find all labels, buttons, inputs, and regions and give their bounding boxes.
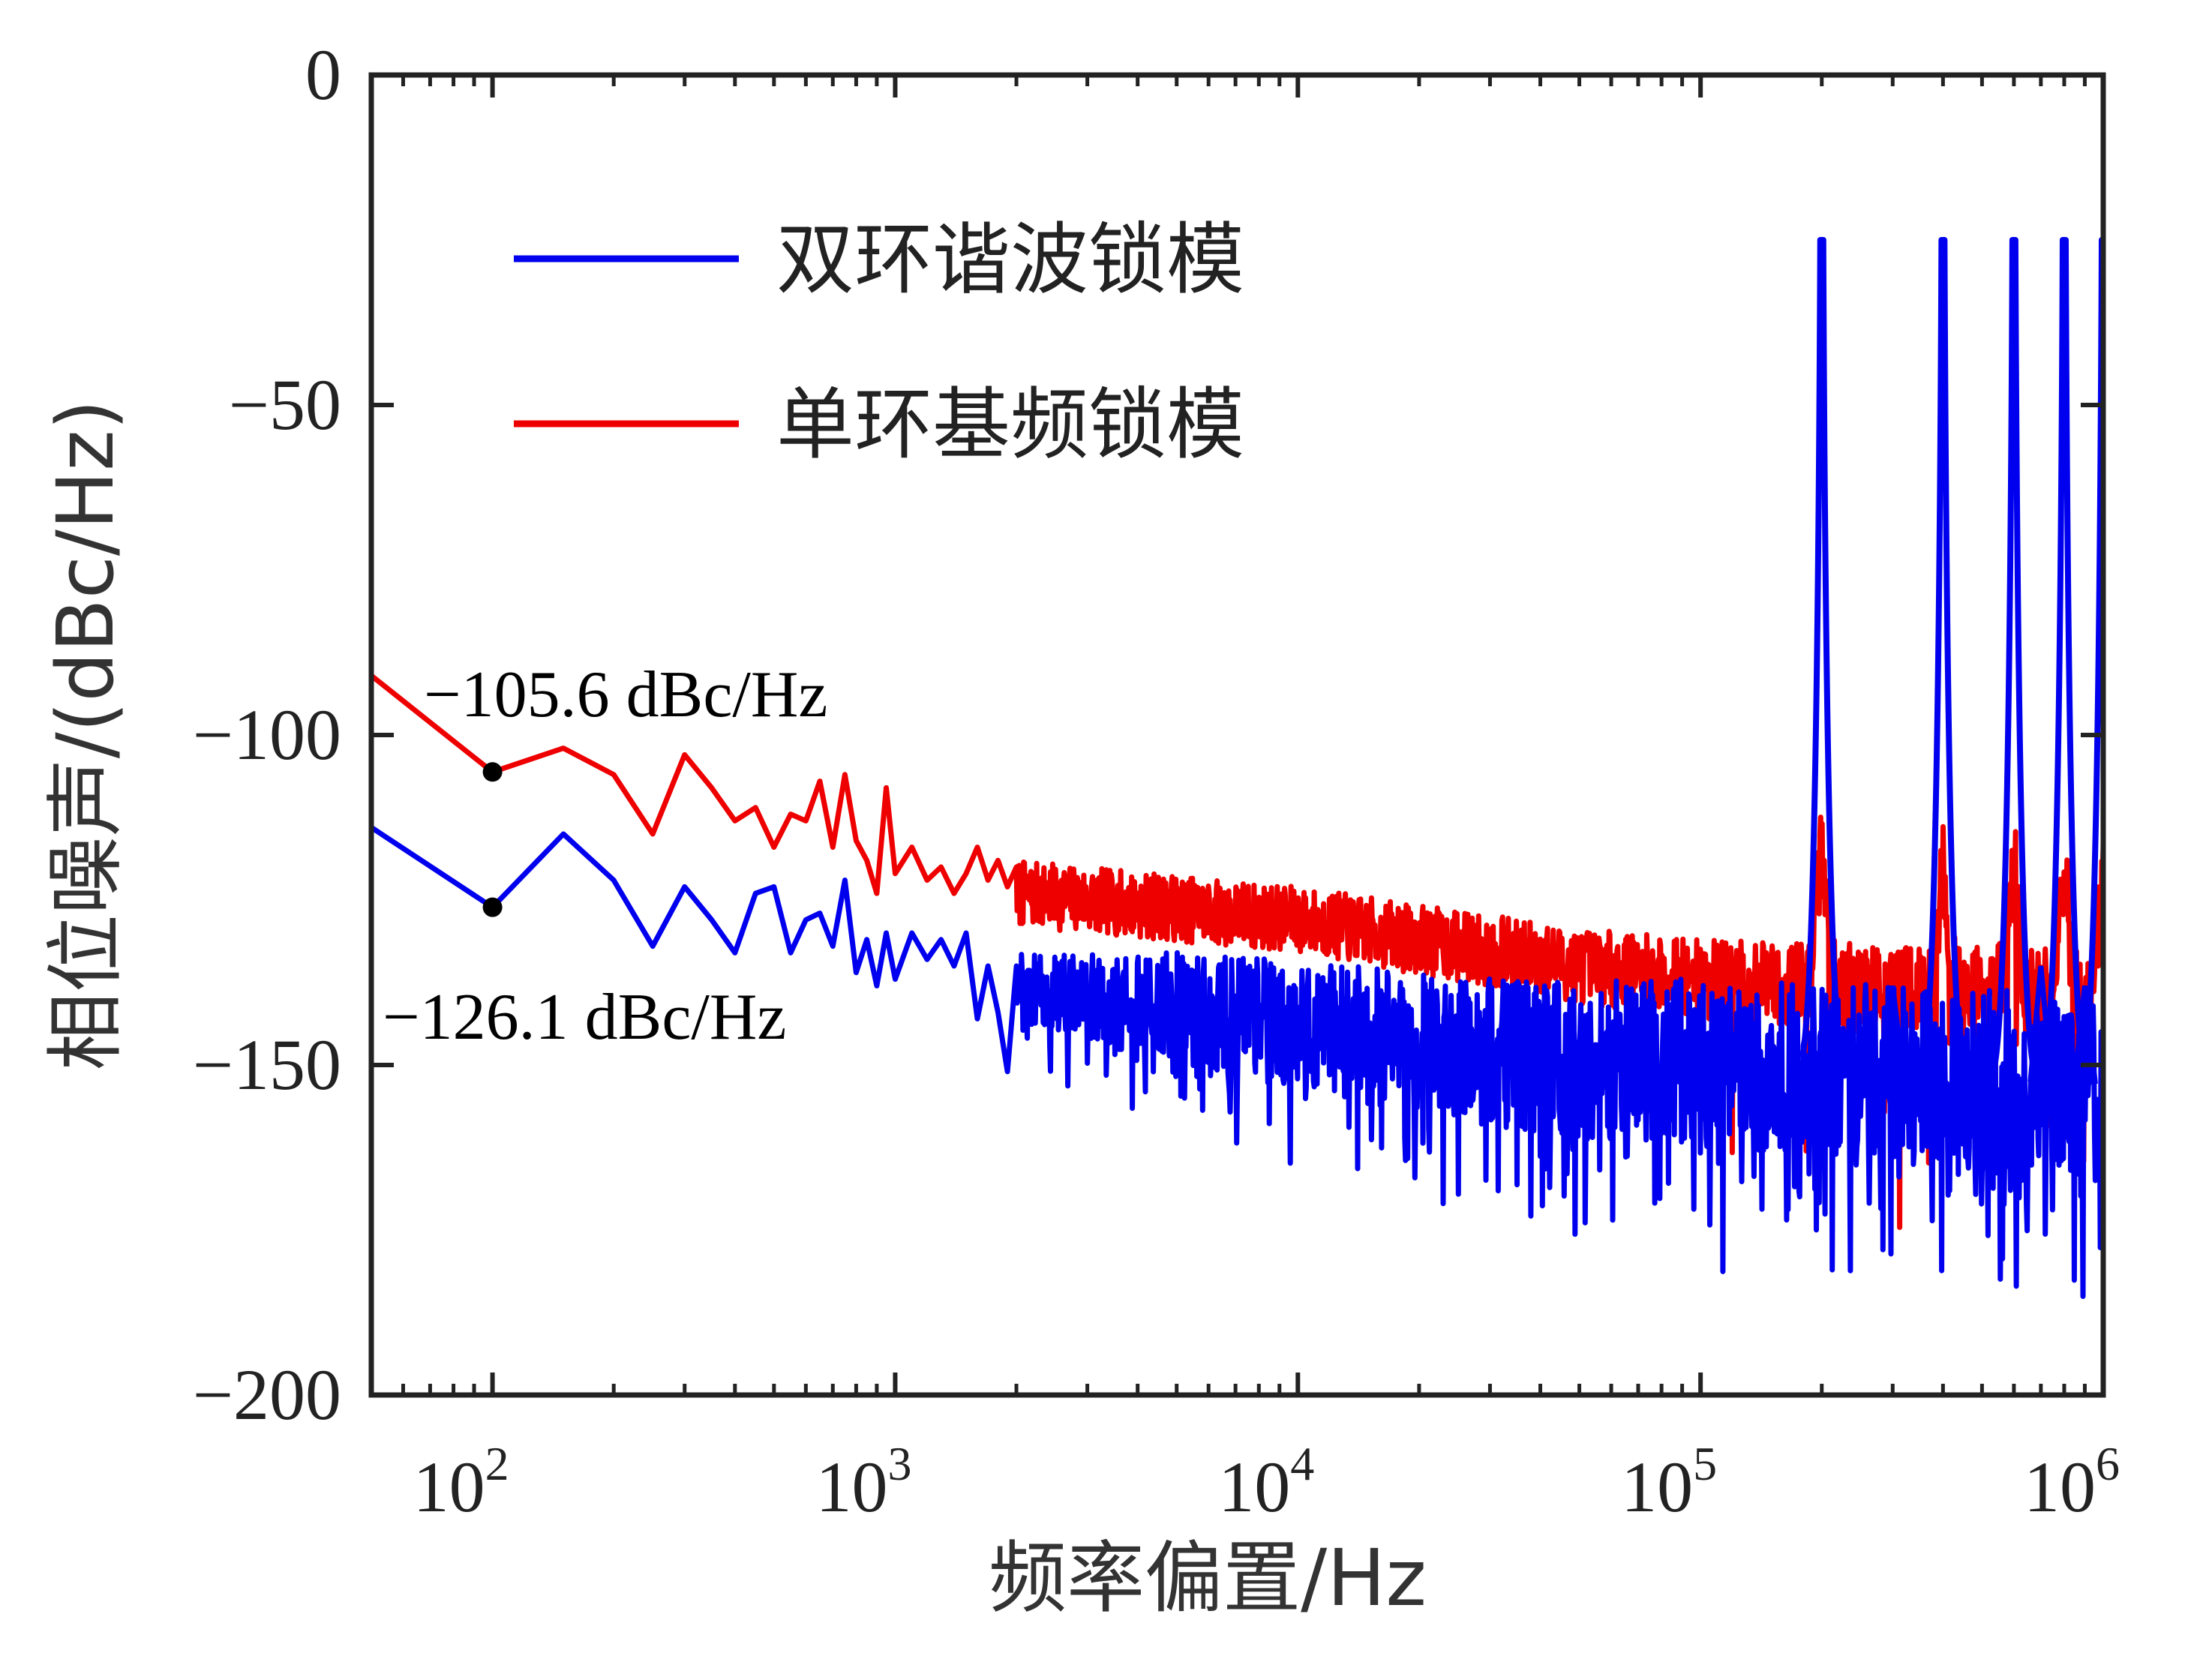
series-spur-double-loop: [2081, 237, 2103, 1072]
annotation-single-loop-value: −105.6 dBc/Hz: [424, 658, 827, 731]
series-layer: [371, 237, 2103, 1299]
series-spur-double-loop: [1991, 237, 2036, 1068]
y-tick-label: −100: [193, 694, 341, 775]
x-tick-exponent: 2: [485, 1437, 509, 1490]
y-tick-label: −50: [229, 364, 341, 445]
series-spur-double-loop: [1920, 237, 1966, 1064]
marker-point: [482, 897, 503, 917]
x-tick-label: 106: [2024, 1437, 2120, 1527]
series-minor-spur-double-loop: [2027, 965, 2054, 1082]
series-line-double-loop: [371, 825, 2103, 1299]
x-tick-exponent: 4: [1290, 1437, 1314, 1490]
y-tick-labels: 0 −50 −100 −150 −200: [193, 34, 341, 1435]
series-spur-double-loop: [2042, 237, 2087, 1070]
x-tick-base: 10: [1621, 1447, 1693, 1527]
legend-label-double-loop: 双环谐波锁模: [776, 214, 1244, 305]
y-axis-title: 相位噪声/(dBc/Hz): [40, 400, 131, 1071]
x-tick-base: 10: [815, 1447, 887, 1527]
series-spur-double-loop: [1799, 237, 1844, 1058]
y-tick-label: 0: [305, 34, 341, 115]
marker-layer: [482, 762, 503, 917]
legend: 双环谐波锁模 单环基频锁模: [514, 214, 1244, 470]
x-tick-labels: 102 103 104 105 106: [413, 1437, 2120, 1527]
series-minor-spur-double-loop: [1879, 985, 1906, 1076]
series-line-single-loop: [371, 674, 2103, 1230]
x-tick-label: 104: [1218, 1437, 1314, 1527]
annotation-double-loop-value: −126.1 dBc/Hz: [383, 981, 786, 1054]
tick-layer: [369, 73, 2105, 1397]
y-tick-label: −200: [193, 1354, 341, 1435]
marker-point: [482, 762, 503, 782]
x-tick-base: 10: [1218, 1447, 1290, 1527]
x-tick-exponent: 5: [1693, 1437, 1717, 1490]
x-tick-base: 10: [2024, 1447, 2096, 1527]
x-tick-base: 10: [413, 1447, 485, 1527]
x-tick-exponent: 6: [2096, 1437, 2120, 1490]
x-axis-title: 频率偏置/Hz: [989, 1532, 1427, 1624]
x-tick-label: 102: [413, 1437, 509, 1527]
x-tick-label: 105: [1621, 1437, 1717, 1527]
y-tick-label: −150: [193, 1024, 341, 1105]
x-tick-exponent: 3: [887, 1437, 911, 1490]
legend-label-single-loop: 单环基频锁模: [776, 379, 1244, 470]
x-tick-label: 103: [815, 1437, 911, 1527]
series-minor-spur-double-loop: [2071, 986, 2098, 1084]
